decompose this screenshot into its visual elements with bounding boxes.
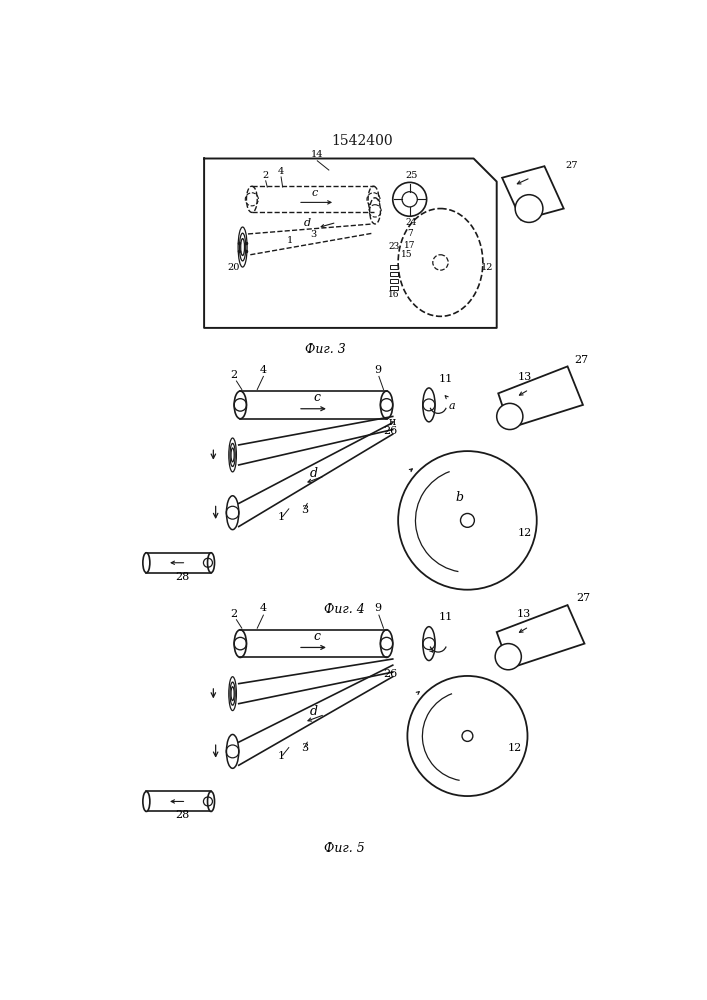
Circle shape	[407, 676, 527, 796]
Text: b: b	[456, 491, 464, 504]
Ellipse shape	[370, 198, 380, 224]
Text: 16: 16	[387, 290, 399, 299]
Ellipse shape	[423, 388, 435, 422]
Text: c: c	[314, 391, 321, 404]
Text: 15: 15	[402, 250, 413, 259]
Text: d: d	[304, 218, 311, 228]
Text: 4: 4	[260, 603, 267, 613]
Text: 1: 1	[278, 512, 285, 522]
Ellipse shape	[380, 630, 393, 657]
Text: н: н	[389, 417, 397, 427]
Circle shape	[398, 451, 537, 590]
Text: 9: 9	[374, 365, 381, 375]
Text: 28: 28	[175, 810, 189, 820]
Text: c: c	[312, 188, 318, 198]
Text: 27: 27	[576, 593, 590, 603]
Text: 26: 26	[383, 426, 397, 436]
Ellipse shape	[234, 630, 247, 657]
Ellipse shape	[380, 391, 393, 419]
Ellipse shape	[234, 391, 247, 419]
Text: 17: 17	[404, 241, 415, 250]
Text: 28: 28	[175, 572, 189, 582]
Text: 4: 4	[260, 365, 267, 375]
Text: Фиг. 4: Фиг. 4	[324, 603, 365, 616]
Text: 9: 9	[374, 603, 381, 613]
Text: 2: 2	[230, 370, 238, 380]
Circle shape	[515, 195, 543, 222]
Bar	[390, 286, 398, 290]
Text: c: c	[314, 630, 321, 643]
Text: 13: 13	[518, 372, 532, 382]
Text: 2: 2	[230, 609, 238, 619]
Text: Фиг. 5: Фиг. 5	[324, 842, 365, 854]
Text: 3: 3	[300, 743, 308, 753]
Text: Фиг. 3: Фиг. 3	[305, 343, 345, 356]
Ellipse shape	[143, 791, 150, 811]
Ellipse shape	[247, 186, 257, 212]
Circle shape	[393, 182, 426, 216]
Text: 27: 27	[565, 161, 578, 170]
Polygon shape	[502, 166, 563, 220]
Text: 27: 27	[574, 355, 588, 365]
Ellipse shape	[226, 496, 239, 530]
Text: 25: 25	[406, 171, 418, 180]
Ellipse shape	[398, 209, 483, 316]
Text: 11: 11	[439, 612, 453, 622]
Text: 2: 2	[262, 171, 269, 180]
Ellipse shape	[423, 627, 435, 661]
Bar	[146, 553, 211, 573]
Polygon shape	[497, 605, 585, 668]
Text: d: d	[310, 705, 317, 718]
Ellipse shape	[368, 186, 379, 212]
Text: 3: 3	[300, 505, 308, 515]
Ellipse shape	[208, 553, 214, 573]
Text: 12: 12	[481, 263, 493, 272]
Circle shape	[495, 644, 521, 670]
Bar	[390, 279, 398, 283]
Bar	[146, 791, 211, 811]
Bar	[390, 272, 398, 276]
Text: 7: 7	[407, 229, 413, 238]
Text: 4: 4	[278, 167, 284, 176]
Text: 1: 1	[287, 236, 293, 245]
Text: 12: 12	[518, 528, 532, 538]
Text: a: a	[448, 401, 455, 411]
Text: 1542400: 1542400	[331, 134, 393, 148]
Text: 11: 11	[439, 374, 453, 384]
Text: 14: 14	[311, 150, 324, 159]
Text: 26: 26	[383, 669, 397, 679]
Text: 1: 1	[278, 751, 285, 761]
Text: 12: 12	[508, 743, 522, 753]
Bar	[390, 265, 398, 269]
Text: 20: 20	[227, 263, 240, 272]
Ellipse shape	[143, 553, 150, 573]
Text: 24: 24	[406, 218, 417, 227]
Ellipse shape	[226, 734, 239, 768]
Text: 3: 3	[310, 230, 317, 239]
Text: 13: 13	[517, 609, 531, 619]
Ellipse shape	[208, 791, 214, 811]
Circle shape	[497, 403, 523, 430]
Text: d: d	[310, 467, 317, 480]
Text: 23: 23	[388, 242, 399, 251]
Polygon shape	[498, 366, 583, 428]
